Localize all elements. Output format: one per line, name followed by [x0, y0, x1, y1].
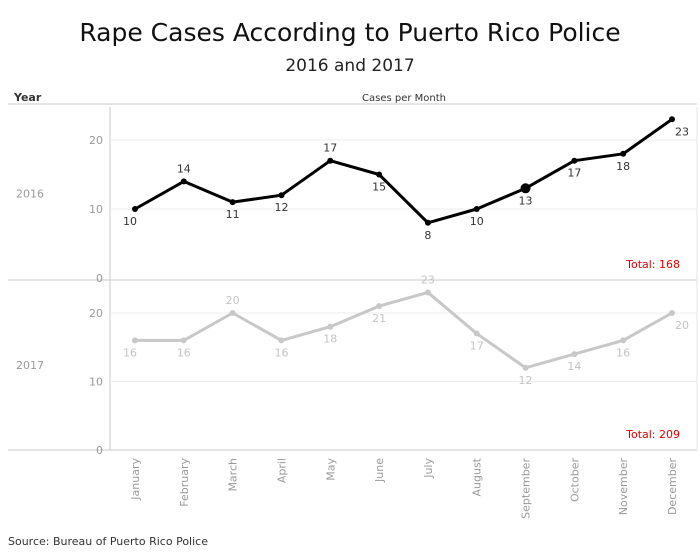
data-label: 20	[675, 319, 689, 332]
chart-title: Rape Cases According to Puerto Rico Poli…	[79, 18, 621, 47]
data-label: 17	[567, 167, 581, 180]
data-label: 16	[123, 346, 137, 359]
series-line-2016	[133, 117, 674, 225]
data-point	[620, 150, 627, 157]
data-point	[473, 206, 480, 212]
x-tick-label: March	[227, 458, 240, 492]
data-label: 20	[226, 294, 240, 307]
data-label: 16	[616, 346, 630, 359]
data-label: 23	[421, 273, 435, 286]
data-point	[571, 351, 578, 358]
data-label: 14	[177, 162, 191, 175]
data-point	[180, 178, 187, 185]
row-header-label: Year	[13, 91, 42, 104]
data-point	[473, 330, 480, 337]
y-tick-label: 20	[89, 134, 103, 147]
chart-subtitle: 2016 and 2017	[285, 56, 415, 76]
data-point	[180, 337, 187, 344]
data-point	[278, 337, 285, 344]
column-header-label: Cases per Month	[362, 93, 446, 104]
data-point	[132, 337, 138, 344]
data-point	[424, 219, 431, 226]
x-tick-label: October	[568, 458, 581, 502]
data-point	[522, 364, 529, 371]
data-label: 18	[323, 333, 337, 346]
data-point	[327, 323, 334, 330]
y-tick-label: 0	[96, 272, 103, 285]
data-label: 14	[567, 360, 581, 373]
data-label: 12	[519, 374, 533, 387]
data-point	[376, 303, 383, 310]
data-label: 8	[424, 229, 431, 242]
x-tick-label: December	[666, 458, 679, 516]
x-tick-label: July	[422, 458, 435, 479]
data-label: 16	[177, 346, 191, 359]
data-label: 15	[372, 181, 386, 194]
x-tick-label: January	[129, 458, 142, 501]
data-point	[669, 310, 675, 316]
x-tick-label: June	[373, 458, 386, 483]
data-point	[327, 157, 334, 164]
data-point	[132, 206, 138, 212]
x-tick-label: August	[471, 457, 484, 496]
data-label: 16	[274, 346, 288, 359]
total-label: Total: 168	[625, 258, 680, 271]
data-point	[571, 157, 578, 164]
data-label: 23	[675, 125, 689, 138]
data-point	[520, 183, 531, 194]
x-tick-label: November	[617, 458, 630, 516]
data-label: 10	[470, 215, 484, 228]
data-label: 17	[323, 142, 337, 155]
data-point	[278, 192, 285, 199]
y-tick-label: 10	[89, 203, 103, 216]
data-label: 12	[274, 201, 288, 214]
y-tick-label: 20	[89, 307, 103, 320]
x-tick-label: September	[520, 458, 533, 519]
data-label: 21	[372, 312, 386, 325]
total-label: Total: 209	[625, 428, 680, 441]
data-point	[229, 310, 236, 316]
row-label-2017: 2017	[16, 359, 44, 372]
row-label-2016: 2016	[16, 188, 44, 201]
data-label: 10	[123, 215, 137, 228]
data-label: 13	[519, 194, 533, 207]
data-label: 11	[226, 208, 240, 221]
data-point	[620, 337, 627, 344]
data-point	[669, 116, 675, 123]
data-label: 17	[470, 340, 484, 353]
y-tick-label: 10	[89, 376, 103, 389]
x-tick-label: April	[275, 458, 288, 483]
series-line-2017	[133, 290, 674, 370]
x-tick-label: February	[178, 458, 191, 507]
data-point	[376, 171, 383, 178]
data-point	[424, 289, 431, 296]
data-point	[229, 199, 236, 206]
data-label: 18	[616, 160, 630, 173]
y-tick-label: 0	[96, 444, 103, 457]
x-tick-label: May	[324, 458, 337, 481]
source-note: Source: Bureau of Puerto Rico Police	[8, 535, 208, 548]
